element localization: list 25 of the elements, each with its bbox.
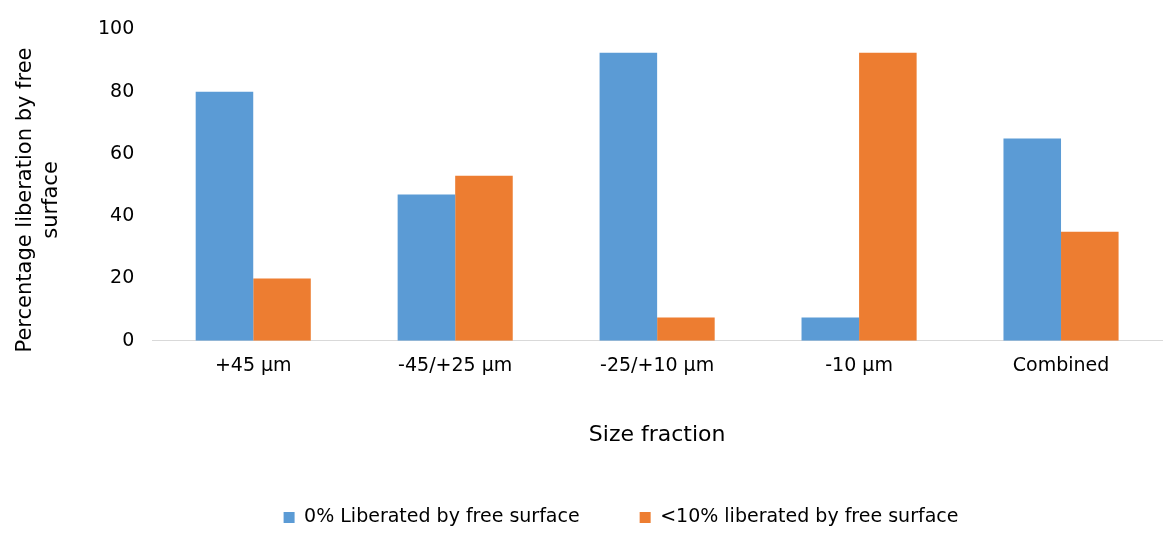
y-tick-label: 0 — [122, 327, 135, 350]
x-tick-label: Combined — [1012, 353, 1110, 376]
bar — [801, 317, 860, 341]
x-tick-label: +45 µm — [214, 353, 292, 376]
bar — [599, 52, 658, 341]
legend-label: 0% Liberated by free surface — [304, 504, 580, 527]
y-tick-label: 100 — [98, 16, 135, 39]
y-tick-label: 20 — [110, 265, 135, 288]
bar — [455, 175, 513, 341]
bar — [397, 194, 456, 341]
y-tick-label: 80 — [110, 78, 135, 101]
bar — [1061, 231, 1119, 341]
legend-label: <10% liberated by free surface — [660, 504, 959, 527]
bar — [1003, 138, 1062, 341]
bar — [657, 317, 715, 341]
bar — [859, 52, 917, 341]
x-axis-title: Size fraction — [588, 420, 726, 446]
x-tick-label: -10 µm — [825, 353, 893, 376]
x-tick-label: -45/+25 µm — [398, 353, 513, 376]
y-axis-title: Percentage liberation by free surface — [11, 46, 63, 355]
bar — [195, 91, 254, 341]
y-tick-label: 40 — [110, 203, 135, 226]
y-tick-label: 60 — [110, 140, 135, 163]
bar — [253, 278, 311, 341]
x-tick-label: -25/+10 µm — [600, 353, 715, 376]
